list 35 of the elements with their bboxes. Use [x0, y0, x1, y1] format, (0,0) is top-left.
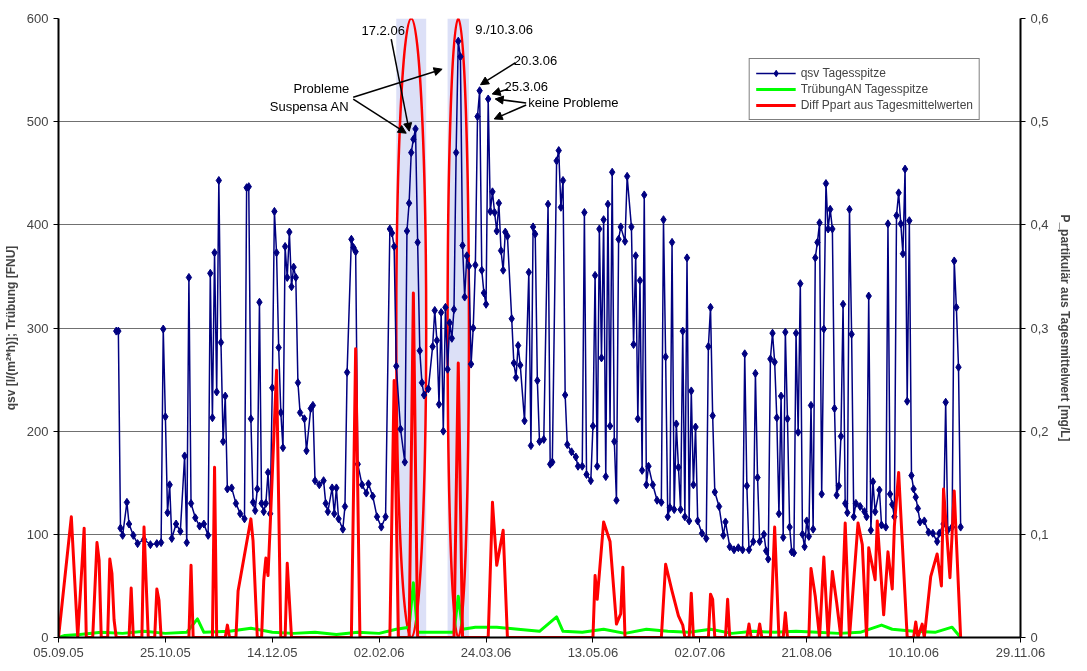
annotation: 9./10.3.06	[475, 22, 534, 38]
x-tick-label: 24.03.06	[460, 644, 512, 660]
y-tick-label: 300	[26, 320, 49, 336]
annotation: 17.2.06	[361, 23, 405, 39]
legend-label: Diff Ppart aus Tagesmittelwerten	[800, 97, 973, 113]
x-tick-label: 13.05.06	[567, 644, 619, 660]
y2-tick-label: 0,1	[1030, 526, 1049, 542]
y2-tick-label: 0,2	[1030, 423, 1049, 439]
y2-tick-label: 0	[1030, 630, 1038, 645]
y-axis-title: qsv [l/(m²*h)]; Trübung [FNU]	[3, 245, 18, 411]
y2-tick-label: 0,6	[1030, 11, 1049, 26]
y-tick-label: 400	[26, 217, 49, 233]
x-tick-label: 14.12.05	[246, 644, 298, 660]
x-tick-label: 21.08.06	[781, 644, 833, 660]
x-tick-label: 10.10.06	[888, 644, 939, 660]
legend-label: qsv Tagesspitze	[800, 65, 886, 81]
x-tick-label: 25.10.05	[140, 644, 191, 660]
x-tick-label: 05.09.05	[33, 644, 84, 660]
y-tick-label: 600	[26, 11, 49, 26]
y2-tick-label: 0,5	[1030, 114, 1049, 130]
legend-label: TrübungAN Tagesspitze	[800, 81, 929, 97]
y-tick-label: 100	[26, 526, 49, 542]
annotation: Probleme Suspensa AN	[269, 80, 350, 114]
x-tick-label: 29.11.06	[995, 644, 1046, 660]
annotation: 20.3.06	[513, 52, 558, 68]
y2-tick-label: 0,3	[1030, 320, 1049, 336]
x-tick-label: 02.07.06	[674, 644, 726, 660]
annotation: 25.3.06	[504, 78, 548, 94]
annotation: keine Probleme	[528, 95, 619, 111]
y-tick-label: 500	[26, 114, 49, 130]
y2-axis-title: P_partikulär aus Tagesmittelwert [mg/L]	[1057, 214, 1072, 442]
y-tick-label: 0	[41, 630, 49, 645]
x-tick-label: 02.02.06	[353, 644, 405, 660]
y2-tick-label: 0,4	[1030, 217, 1049, 233]
y-tick-label: 200	[26, 423, 49, 439]
